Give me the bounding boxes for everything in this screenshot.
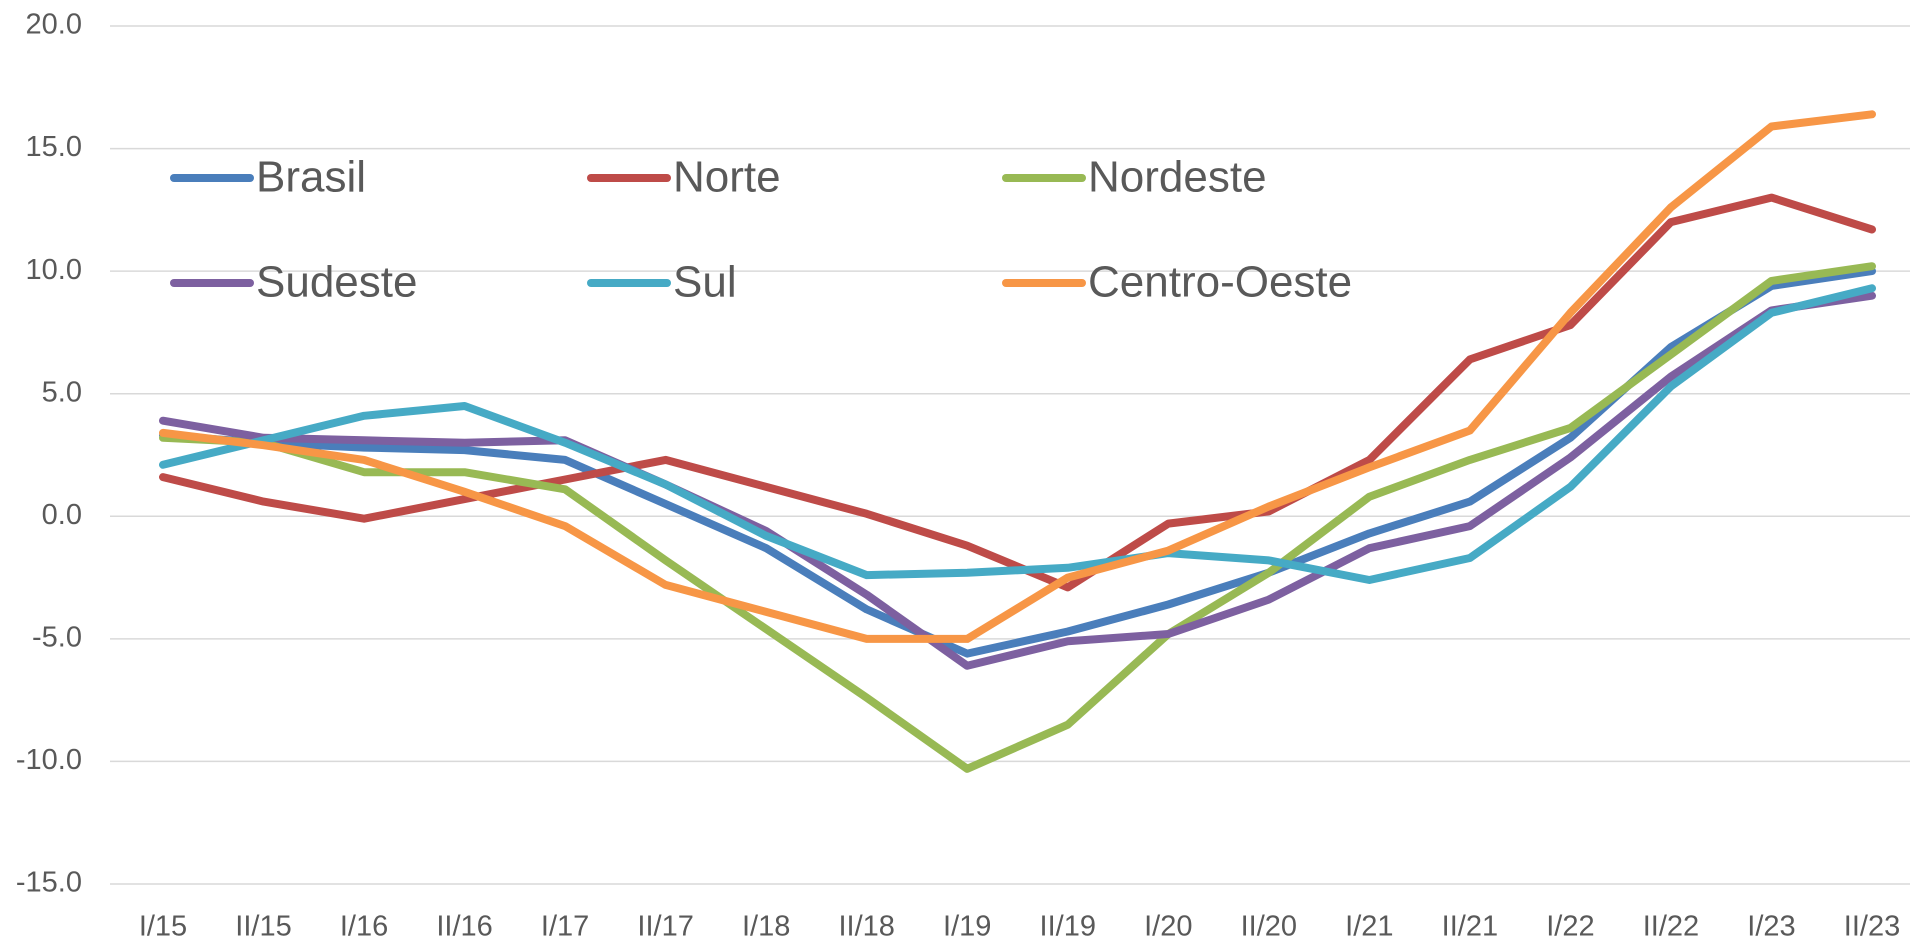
x-tick-label: I/22: [1546, 911, 1594, 943]
y-tick-label: 15.0: [26, 131, 82, 163]
y-tick-label: -5.0: [32, 622, 82, 654]
y-tick-label: 20.0: [26, 9, 82, 41]
y-tick-label: 10.0: [26, 254, 82, 286]
legend-label: Sul: [673, 258, 737, 307]
x-tick-label: II/22: [1643, 911, 1699, 943]
y-tick-label: 0.0: [42, 499, 82, 531]
series-line: [159, 110, 1876, 643]
y-tick-label: -15.0: [16, 867, 82, 899]
legend-label: Nordeste: [1088, 153, 1267, 202]
x-tick-label: I/20: [1144, 911, 1192, 943]
legend-label: Centro-Oeste: [1088, 258, 1352, 307]
x-tick-label: I/21: [1345, 911, 1393, 943]
x-tick-label: I/18: [742, 911, 790, 943]
y-tick-label: 5.0: [42, 376, 82, 408]
x-tick-label: II/19: [1040, 911, 1096, 943]
x-tick-label: II/15: [235, 911, 291, 943]
series-line: [159, 291, 1876, 670]
x-tick-label: I/19: [943, 911, 991, 943]
legend-label: Sudeste: [256, 258, 417, 307]
x-tick-label: II/18: [838, 911, 894, 943]
x-tick-label: I/15: [139, 911, 187, 943]
x-tick-label: II/17: [637, 911, 693, 943]
series-line: [159, 262, 1876, 773]
series-line: [159, 284, 1876, 584]
x-tick-label: II/21: [1442, 911, 1498, 943]
x-tick-label: I/23: [1747, 911, 1795, 943]
series-line: [159, 267, 1876, 658]
legend-label: Brasil: [256, 153, 366, 202]
legend-label: Norte: [673, 153, 781, 202]
x-tick-label: II/23: [1844, 911, 1900, 943]
x-tick-label: II/20: [1241, 911, 1297, 943]
x-tick-label: I/17: [541, 911, 589, 943]
x-tick-label: II/16: [436, 911, 492, 943]
y-tick-label: -10.0: [16, 744, 82, 776]
x-tick-label: I/16: [340, 911, 388, 943]
